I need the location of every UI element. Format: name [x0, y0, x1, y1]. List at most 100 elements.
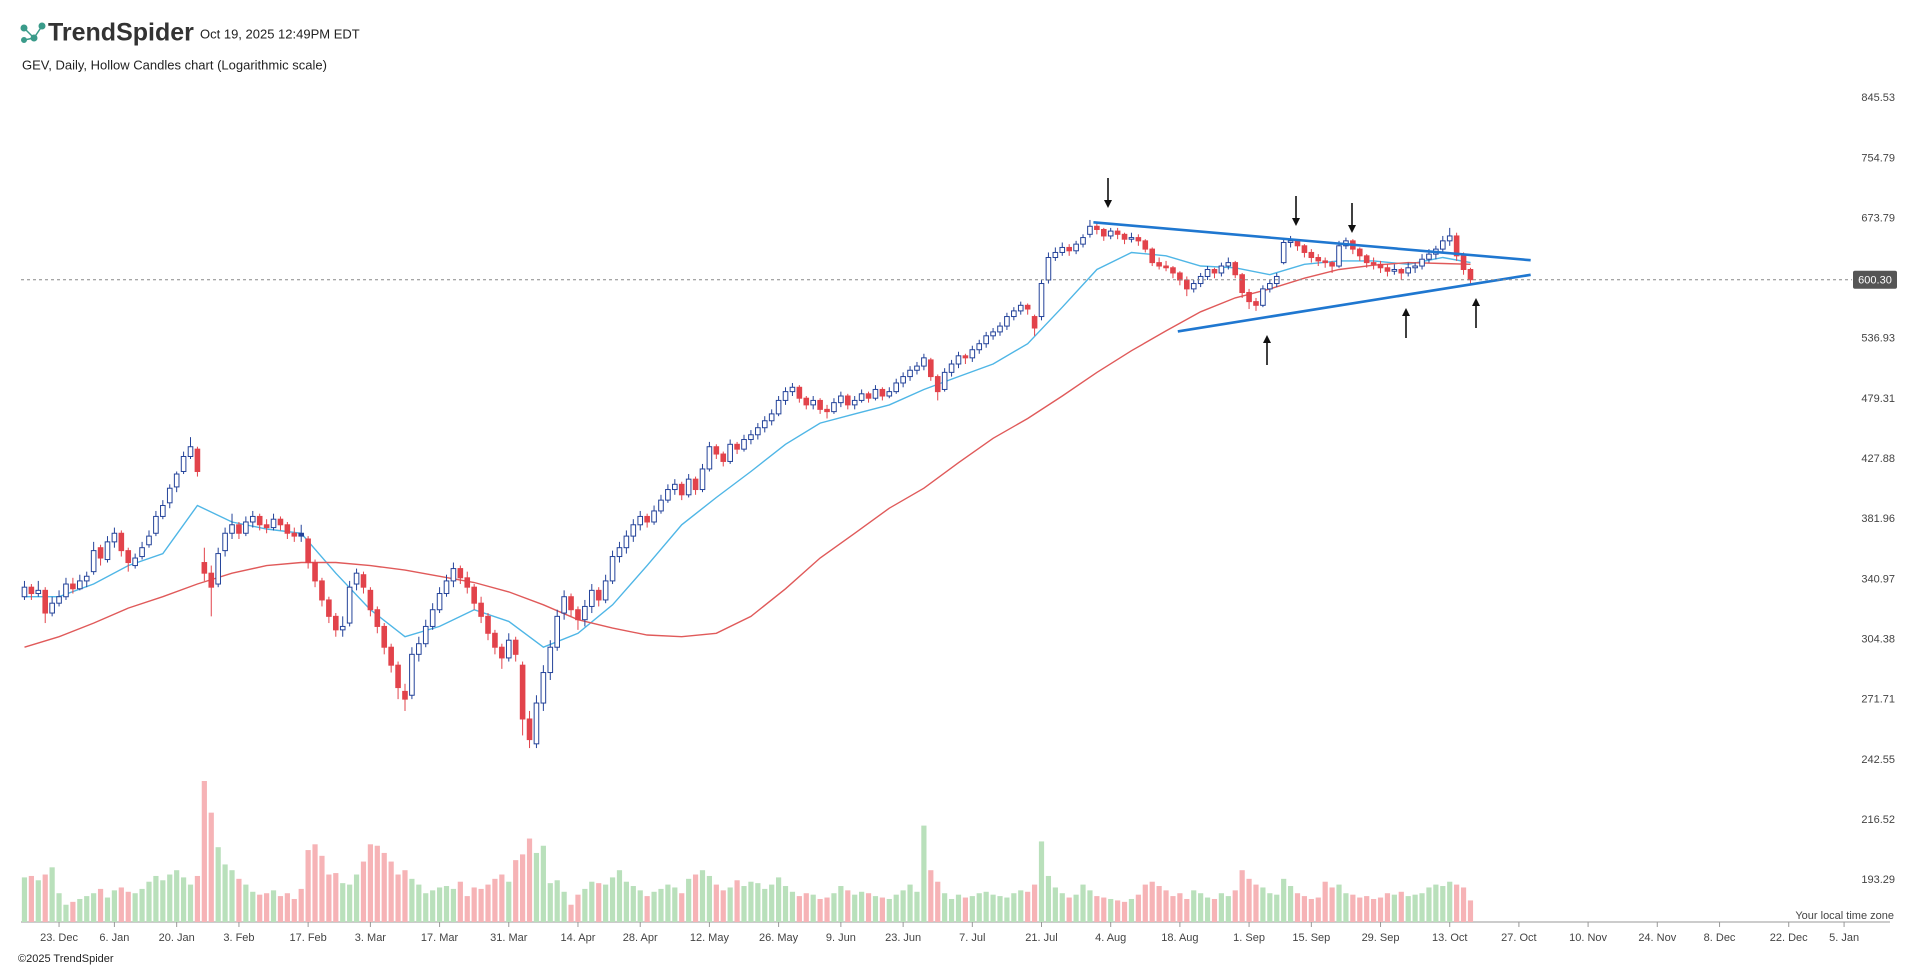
volume-bar	[499, 874, 505, 922]
candle	[1211, 267, 1218, 279]
candle-body	[1315, 257, 1322, 262]
volume-bar	[990, 894, 996, 922]
volume-bar	[547, 883, 553, 922]
volume-bar	[1149, 881, 1155, 922]
candle-body	[1156, 262, 1162, 267]
volume-bar	[969, 896, 975, 922]
volume-bar	[893, 894, 899, 922]
volume-bar	[575, 894, 581, 922]
volume-bar	[1391, 894, 1397, 922]
candle	[1301, 244, 1308, 258]
candle-body	[540, 672, 547, 704]
volume-bar	[443, 886, 450, 922]
candle	[1308, 249, 1315, 263]
candle	[685, 474, 692, 498]
volume-bar	[1350, 894, 1356, 922]
candle-body	[630, 524, 637, 537]
candle-body	[1419, 258, 1425, 267]
candle-body	[1149, 248, 1156, 264]
volume-bar	[720, 890, 726, 922]
y-tick-label: 479.31	[1861, 393, 1895, 405]
candle-body	[844, 395, 851, 406]
candle-body	[1398, 268, 1405, 274]
candle-body	[1052, 251, 1059, 259]
x-tick-label: 13. Oct	[1432, 932, 1467, 944]
volume-bar	[1031, 884, 1038, 922]
candle-body	[748, 434, 754, 441]
candle	[1073, 240, 1079, 255]
candle	[56, 590, 62, 607]
volume-bar	[762, 888, 768, 922]
candle-body	[983, 335, 989, 345]
x-tick-label: 29. Sep	[1362, 932, 1400, 944]
volume-bar	[471, 887, 477, 922]
candle-body	[934, 376, 941, 393]
candle-body	[907, 369, 913, 378]
volume-bar	[264, 893, 270, 922]
candle	[63, 577, 69, 600]
candle	[395, 661, 401, 700]
volume-bar	[1135, 894, 1141, 922]
candle	[651, 505, 657, 525]
candle-body	[360, 574, 367, 588]
volume-bar	[194, 875, 201, 922]
candle	[997, 322, 1003, 336]
candle-body	[588, 589, 595, 607]
candle-body	[1177, 272, 1183, 281]
candle-body	[464, 577, 471, 588]
x-tick-label: 26. May	[759, 932, 799, 944]
candle	[42, 587, 49, 624]
candle	[921, 353, 927, 371]
candle	[609, 550, 616, 585]
volume-bar	[921, 825, 927, 922]
volume-bar	[997, 896, 1003, 922]
volume-bar	[1301, 896, 1308, 922]
candle	[630, 519, 637, 542]
candle-body	[70, 583, 76, 590]
volume-bar	[1246, 878, 1252, 922]
volume-bar	[1440, 886, 1446, 922]
candle	[789, 382, 796, 397]
volume-bar	[886, 898, 892, 922]
volume-bar	[796, 896, 802, 922]
volume-bar	[533, 852, 540, 922]
candle	[305, 536, 311, 569]
candle-body	[720, 453, 727, 462]
x-tick-label: 7. Jul	[959, 932, 985, 944]
candle	[1377, 260, 1384, 273]
candle	[346, 580, 353, 627]
candle-body	[962, 355, 969, 359]
volume-bar	[609, 877, 616, 922]
candle	[831, 398, 837, 414]
x-tick-label: 10. Nov	[1569, 932, 1607, 944]
y-tick-label: 340.97	[1861, 573, 1895, 585]
volume-bar	[817, 898, 823, 922]
volume-bar	[976, 893, 982, 922]
candle	[443, 574, 450, 597]
candle	[256, 513, 263, 531]
volume-bar	[914, 891, 920, 922]
candle-body	[395, 664, 401, 689]
candle	[1356, 247, 1363, 261]
volume-bar	[257, 894, 263, 922]
candle	[879, 387, 886, 401]
candle-body	[637, 515, 644, 526]
volume-bar	[360, 861, 367, 922]
candle-body	[139, 547, 145, 558]
candle-body	[1467, 268, 1474, 281]
candle	[706, 441, 713, 472]
candle	[672, 479, 678, 495]
candle	[1391, 264, 1398, 275]
candle-body	[644, 515, 650, 523]
volume-bar	[222, 864, 228, 922]
candle	[865, 391, 872, 403]
candle-body	[789, 386, 796, 393]
candle	[374, 606, 381, 634]
candle	[782, 387, 789, 405]
candle	[1246, 288, 1252, 310]
x-tick-label: 14. Apr	[561, 932, 596, 944]
candle-body	[1100, 228, 1107, 237]
volume-bar	[879, 897, 885, 922]
candle-body	[312, 562, 318, 582]
volume-bar	[748, 881, 754, 922]
